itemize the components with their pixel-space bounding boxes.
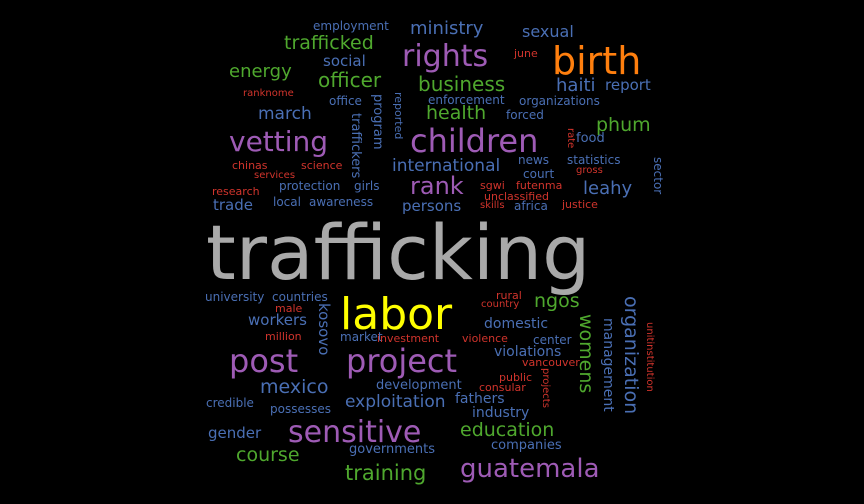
word: project xyxy=(346,342,458,380)
word: trafficking xyxy=(206,208,591,297)
word: forced xyxy=(506,108,544,122)
word: center xyxy=(533,333,572,347)
word: fathers xyxy=(455,391,505,407)
word: workers xyxy=(248,311,307,329)
word: international xyxy=(392,156,501,176)
word: countries xyxy=(272,290,328,304)
word: consular xyxy=(479,381,526,394)
word: management xyxy=(600,318,616,412)
word: country xyxy=(481,299,520,310)
word: trade xyxy=(213,196,253,214)
word: organizations xyxy=(519,94,600,108)
word: program xyxy=(370,94,385,150)
word: haiti xyxy=(556,75,596,96)
word: mexico xyxy=(260,376,329,398)
word: awareness xyxy=(309,195,374,209)
word: unitinstitution xyxy=(644,322,655,392)
word: education xyxy=(460,419,555,441)
word: guatemala xyxy=(460,454,600,484)
word: skills xyxy=(480,200,505,211)
word: market xyxy=(340,330,383,344)
word: africa xyxy=(514,199,548,213)
word: training xyxy=(345,461,427,485)
word: post xyxy=(229,342,299,380)
word: industry xyxy=(472,405,530,421)
word: social xyxy=(323,52,366,70)
word: kosovo xyxy=(315,303,333,356)
word: court xyxy=(523,167,555,181)
word: rural xyxy=(496,289,522,302)
word: report xyxy=(605,76,651,94)
word: ngos xyxy=(534,290,580,312)
word: employment xyxy=(313,19,389,33)
word: unclassified xyxy=(484,190,549,203)
word: birth xyxy=(552,39,642,83)
word: phum xyxy=(596,114,651,136)
word: projects xyxy=(540,368,551,408)
word: science xyxy=(301,159,343,172)
word: june xyxy=(514,47,538,60)
word: news xyxy=(518,153,550,167)
word: leahy xyxy=(583,178,633,199)
word: reported xyxy=(392,92,405,140)
word: development xyxy=(376,378,462,393)
word: enforcement xyxy=(428,93,505,107)
word: male xyxy=(275,302,303,315)
word: university xyxy=(205,290,265,304)
word: gender xyxy=(208,424,262,442)
word: sector xyxy=(651,157,665,195)
word: futenma xyxy=(516,179,563,192)
word: rights xyxy=(402,39,489,74)
word: local xyxy=(273,195,301,209)
word: business xyxy=(418,72,506,96)
word: governments xyxy=(349,442,436,457)
word: food xyxy=(576,131,605,146)
word: vetting xyxy=(229,125,329,158)
word: gross xyxy=(576,165,603,176)
word: protection xyxy=(279,179,341,193)
word: officer xyxy=(318,68,382,92)
word: credible xyxy=(206,396,254,410)
word: womens xyxy=(575,314,597,394)
word: girls xyxy=(354,179,380,193)
word: office xyxy=(329,94,362,108)
word: sensitive xyxy=(288,415,422,450)
word: traffickers xyxy=(348,113,363,179)
word: domestic xyxy=(484,316,549,332)
word: million xyxy=(265,330,302,343)
word: statistics xyxy=(567,153,621,167)
word: persons xyxy=(402,197,462,215)
word: possesses xyxy=(270,402,331,416)
word: violence xyxy=(462,332,508,345)
word: services xyxy=(254,170,296,181)
word: chinas xyxy=(232,159,268,172)
word: justice xyxy=(562,198,598,211)
word: children xyxy=(410,122,539,160)
word: ranknome xyxy=(243,88,294,99)
word: investment xyxy=(377,332,440,345)
word: rank xyxy=(410,172,464,200)
word: organization xyxy=(620,296,642,415)
word: rate xyxy=(565,128,576,149)
word: march xyxy=(258,104,312,124)
word: health xyxy=(426,102,487,124)
word: vancouver xyxy=(522,356,580,369)
word: sgwi xyxy=(480,179,505,192)
word: course xyxy=(236,444,300,466)
word: violations xyxy=(494,344,562,360)
word: energy xyxy=(229,61,292,82)
word: trafficked xyxy=(284,32,374,54)
word: research xyxy=(212,185,260,198)
word: public xyxy=(499,371,533,384)
word: companies xyxy=(491,438,562,453)
word: exploitation xyxy=(345,392,446,412)
word: labor xyxy=(340,289,453,340)
word: sexual xyxy=(522,22,574,41)
word: ministry xyxy=(410,18,484,39)
